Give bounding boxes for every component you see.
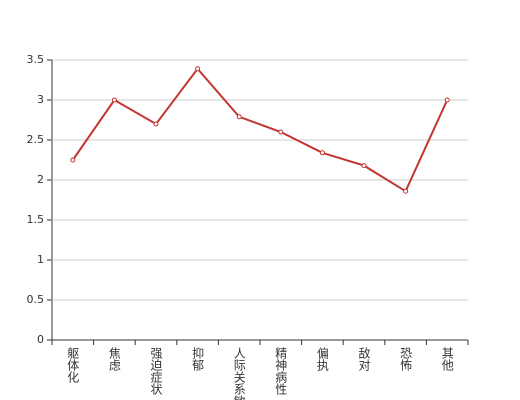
point	[278, 129, 284, 135]
x-tick-label: 抑郁	[191, 346, 205, 372]
point	[403, 188, 409, 194]
x-tick-label: 其他	[440, 347, 454, 371]
point	[361, 163, 367, 169]
x-tick-label: 恐怖	[399, 347, 413, 371]
y-tick-label: 2	[37, 173, 44, 186]
x-tick-label: 偏执	[315, 346, 329, 372]
y-tick-label: 0.5	[27, 293, 45, 306]
y-tick-label: 3.5	[27, 53, 45, 66]
point	[444, 97, 450, 103]
point	[111, 97, 117, 103]
x-tick-label: 精神病性	[274, 347, 288, 396]
x-tick-label: 敌对	[357, 346, 371, 371]
y-tick-label: 1	[37, 253, 44, 266]
x-tick-label: 躯体化	[66, 346, 80, 384]
y-tick-label: 1.5	[27, 213, 45, 226]
point	[236, 114, 242, 120]
x-tick-label: 焦虑	[107, 347, 121, 371]
y-tick-label: 2.5	[27, 133, 45, 146]
point	[319, 150, 325, 156]
y-tick-label: 3	[37, 93, 44, 106]
point	[70, 157, 76, 163]
point	[195, 66, 201, 72]
point	[153, 121, 159, 127]
y-tick-label: 0	[37, 333, 44, 346]
line	[71, 67, 449, 193]
x-tick-label: 人际关系敏感	[232, 347, 246, 400]
x-tick-label: 强迫症状	[149, 347, 163, 395]
